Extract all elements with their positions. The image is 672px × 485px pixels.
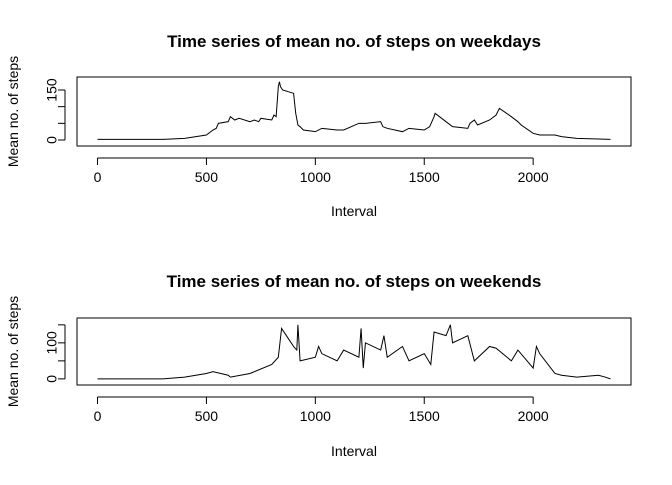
y-tick-label: 0 xyxy=(44,375,60,383)
x-tick-label: 2000 xyxy=(518,408,549,424)
x-tick-label: 500 xyxy=(195,169,219,185)
x-tick-label: 1000 xyxy=(300,408,331,424)
data-line xyxy=(97,81,611,140)
plot-box xyxy=(76,76,632,147)
x-tick-label: 0 xyxy=(94,169,102,185)
chart-title: Time series of mean no. of steps on week… xyxy=(167,272,542,291)
x-tick-label: 1500 xyxy=(409,408,440,424)
chart-title: Time series of mean no. of steps on week… xyxy=(167,32,541,51)
x-tick-label: 1500 xyxy=(409,169,440,185)
data-line xyxy=(97,324,611,380)
y-tick-label: 100 xyxy=(44,331,60,355)
y-axis-label: Mean no. of steps xyxy=(5,56,21,167)
y-tick-label: 150 xyxy=(44,78,60,102)
y-axis-label: Mean no. of steps xyxy=(5,296,21,407)
x-tick-label: 1000 xyxy=(300,169,331,185)
x-tick-label: 0 xyxy=(94,408,102,424)
plot-box xyxy=(76,317,632,386)
x-tick-label: 500 xyxy=(195,408,219,424)
x-axis-label: Interval xyxy=(331,443,377,459)
x-tick-label: 2000 xyxy=(518,169,549,185)
x-axis-label: Interval xyxy=(331,203,377,219)
y-tick-label: 0 xyxy=(44,136,60,144)
